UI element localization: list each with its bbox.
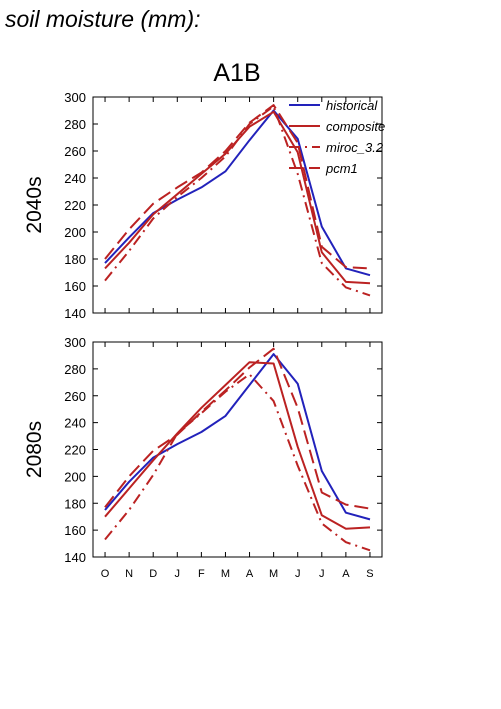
chart-panel-2080s: 140 160 180 200 220 240 260 280 300 O N D J F M A M J J A S 2…	[23, 335, 383, 580]
y-tick-label: 160	[64, 279, 86, 294]
y-tick-label: 200	[64, 225, 86, 240]
x-tick-label: M	[269, 568, 278, 580]
series-line-miroc_3.2	[104, 373, 371, 552]
y-tick-label: 240	[64, 171, 86, 186]
legend-label: historical	[326, 98, 378, 113]
series-line-composite	[104, 361, 371, 530]
legend-item-historical: historical	[289, 98, 378, 113]
series-line-pcm1	[104, 347, 371, 510]
row-label: 2040s	[23, 176, 46, 233]
x-tick-label: F	[198, 568, 205, 580]
y-tick-label: 240	[64, 416, 86, 431]
y-tick-label: 260	[64, 389, 86, 404]
chart-panel-2040s: 140 160 180 200 220 240 260 280 300 2040s	[23, 90, 383, 321]
series-line-miroc_3.2	[104, 105, 371, 297]
y-tick-label: 140	[64, 306, 86, 321]
y-tick-label: 220	[64, 443, 86, 458]
x-tick-label: M	[221, 568, 230, 580]
y-tick-label: 160	[64, 523, 86, 538]
row-label: 2080s	[23, 421, 46, 478]
y-tick-label: 200	[64, 469, 86, 484]
x-tick-label: J	[295, 568, 301, 580]
series-line-pcm1	[104, 104, 371, 270]
x-tick-label: O	[101, 568, 110, 580]
series-line-historical	[104, 109, 371, 277]
x-tick-label: D	[149, 568, 157, 580]
y-tick-label: 180	[64, 252, 86, 267]
figure-title: soil moisture (mm):	[5, 6, 201, 32]
scenario-title: A1B	[213, 59, 260, 87]
legend-label: pcm1	[325, 161, 358, 176]
y-tick-label: 300	[64, 335, 86, 350]
y-tick-label: 280	[64, 117, 86, 132]
legend-item-pcm1: pcm1	[289, 161, 358, 176]
x-tick-label: N	[125, 568, 133, 580]
legend-item-miroc_3.2: miroc_3.2	[289, 140, 384, 155]
legend-label: composite	[326, 119, 385, 134]
x-tick-label: A	[342, 568, 350, 580]
x-tick-label: J	[175, 568, 181, 580]
y-tick-label: 220	[64, 198, 86, 213]
legend: historical composite miroc_3.2 pcm1	[289, 98, 385, 176]
panels: 140 160 180 200 220 240 260 280 300 2040s 140 160 18…	[23, 90, 383, 580]
legend-label: miroc_3.2	[326, 140, 384, 155]
y-tick-label: 260	[64, 144, 86, 159]
series-line-historical	[104, 353, 371, 521]
y-tick-label: 280	[64, 362, 86, 377]
legend-item-composite: composite	[289, 119, 385, 134]
x-tick-label: J	[319, 568, 325, 580]
y-tick-label: 140	[64, 550, 86, 565]
x-tick-label: S	[366, 568, 373, 580]
x-tick-label: A	[246, 568, 254, 580]
y-tick-label: 180	[64, 496, 86, 511]
y-tick-label: 300	[64, 90, 86, 105]
